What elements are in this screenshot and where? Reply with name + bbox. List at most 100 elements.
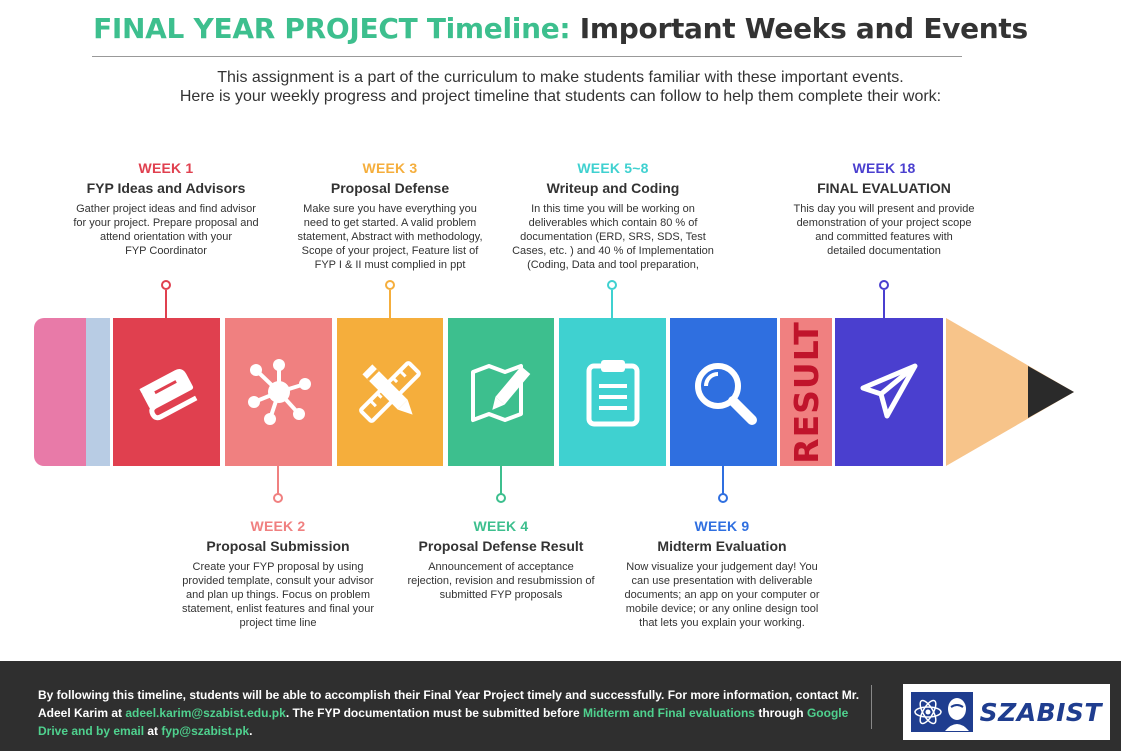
desc-line: Now visualize your judgement day! You [626,561,818,573]
connector-dot-week-18 [879,280,889,290]
event-week-label: WEEK 18 [852,160,916,176]
event-description: Now visualize your judgement day! You ca… [612,560,832,630]
szabist-logo: SZABIST [903,684,1110,740]
footer-highlight: Google Drive and by email [38,706,849,738]
connector-week-5-8 [611,290,613,318]
segment-week-9 [670,318,777,466]
desc-line: Scope of your project, Feature list of [301,245,479,257]
ruler-pencil-icon [359,361,421,423]
logo-emblem [911,692,973,732]
desc-line: provided template, consult your advisor [182,575,374,587]
footer-text-part: at [144,724,162,738]
desc-line: FYP Coordinator [125,245,207,257]
desc-line: statement, enlist features and final you… [182,603,374,615]
segment-week-5-8 [559,318,666,466]
connector-dot-week-5-8 [607,280,617,290]
desc-line: deliverables which contain 80 % of [528,217,698,229]
event-description: Announcement of acceptance rejection, re… [391,560,611,602]
desc-line: mobile device; or any online design tool [625,603,819,615]
contact-email-link[interactable]: adeel.karim@szabist.edu.pk [125,706,286,720]
intro-text: This assignment is a part of the curricu… [0,68,1121,106]
event-week-label: WEEK 9 [694,518,750,534]
segment-week-1 [113,318,220,466]
event-description: In this time you will be working on deli… [503,202,723,272]
clipboard-icon [586,360,639,427]
network-icon [247,359,311,425]
desc-line: (Coding, Data and tool preparation, [527,259,699,271]
segment-week-2 [225,318,332,466]
desc-line: and committed features with [815,231,953,243]
event-week-label: WEEK 2 [250,518,306,534]
event-week-label: WEEK 5~8 [577,160,649,176]
connector-dot-week-3 [385,280,395,290]
title-accent: FINAL YEAR PROJECT Timeline: [93,12,571,45]
event-title: Midterm Evaluation [657,538,787,554]
desc-line: Create your FYP proposal by using [192,561,364,573]
desc-line: and plan up things. Focus on problem [185,589,371,601]
connector-dot-week-2 [273,493,283,503]
desc-line: documentation (ERD, SRS, SDS, Test [520,231,706,243]
desc-line: Announcement of acceptance [428,561,574,573]
event-description: Create your FYP proposal by using provid… [168,560,388,630]
desc-line: Cases, etc. ) and 40 % of Implementation [512,245,714,257]
desc-line: can use presentation with deliverable [631,575,813,587]
connector-week-18 [883,290,885,318]
connector-dot-week-4 [496,493,506,503]
desc-line: need to get started. A valid problem [303,217,477,229]
event-description: Gather project ideas and find advisor fo… [56,202,276,258]
event-title: Proposal Defense [330,180,450,196]
connector-dot-week-1 [161,280,171,290]
connector-dot-week-9 [718,493,728,503]
desc-line: for your project. Prepare proposal and [73,217,259,229]
event-week-3: WEEK 3 Proposal Defense Make sure you ha… [280,160,500,272]
desc-line: FYP I & II must complied in ppt [314,259,466,271]
footer-text-part: . The FYP documentation must be submitte… [285,706,583,720]
pencil-ferrule [86,318,110,466]
pencil-lead [1028,366,1074,418]
segment-week-18 [835,318,943,466]
event-title: Proposal Defense Result [418,538,584,554]
intro-line-2: Here is your weekly progress and project… [179,88,942,105]
footer-text-part: By following this timeline, students wil… [38,688,860,720]
desc-line: Gather project ideas and find advisor [76,203,256,215]
desc-line: project time line [239,617,317,629]
connector-week-2 [277,466,279,494]
desc-line: statement, Abstract with methodology, [297,231,483,243]
footer-text-part: . [249,724,253,738]
desc-line: In this time you will be working on [531,203,695,215]
desc-line: demonstration of your project scope [796,217,972,229]
event-week-18: WEEK 18 FINAL EVALUATION This day you wi… [774,160,994,258]
event-description: This day you will present and provide de… [774,202,994,258]
event-week-label: WEEK 3 [362,160,418,176]
footer-divider [871,685,872,729]
segment-week-4 [448,318,554,466]
segment-week-3 [337,318,443,466]
desc-line: rejection, revision and resubmission of [407,575,595,587]
event-title: Proposal Submission [206,538,350,554]
desc-line: detailed documentation [827,245,941,257]
connector-week-1 [165,290,167,318]
pencil-tip [946,318,1074,466]
footer: By following this timeline, students wil… [0,661,1121,751]
fyp-email-link[interactable]: fyp@szabist.pk [161,724,250,738]
result-label: RESULT [786,320,826,464]
event-week-9: WEEK 9 Midterm Evaluation Now visualize … [612,518,832,630]
logo-wordmark: SZABIST [979,697,1102,727]
event-week-1: WEEK 1 FYP Ideas and Advisors Gather pro… [56,160,276,258]
title-rest: Important Weeks and Events [570,12,1028,45]
connector-week-9 [722,466,724,494]
map-pencil-icon [471,364,531,422]
connector-week-4 [500,466,502,494]
desc-line: This day you will present and provide [793,203,975,215]
desc-line: attend orientation with your [99,231,233,243]
event-title: Writeup and Coding [546,180,680,196]
event-week-label: WEEK 4 [473,518,529,534]
magnifier-icon [694,363,757,425]
event-title: FINAL EVALUATION [817,180,951,196]
event-week-5-8: WEEK 5~8 Writeup and Coding In this time… [503,160,723,272]
desc-line: that lets you explain your working. [639,617,805,629]
paper-plane-icon [860,363,918,419]
desc-line: Make sure you have everything you [303,203,477,215]
event-week-2: WEEK 2 Proposal Submission Create your F… [168,518,388,630]
event-week-4: WEEK 4 Proposal Defense Result Announcem… [391,518,611,602]
